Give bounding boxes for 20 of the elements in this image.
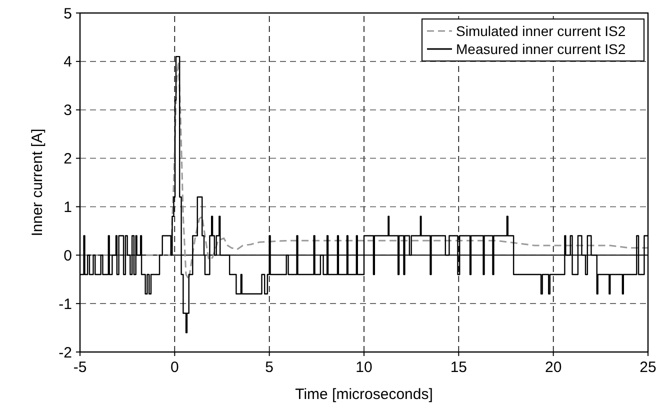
x-axis-title: Time [microseconds] xyxy=(295,386,433,403)
y-tick-label: -1 xyxy=(58,296,72,313)
y-axis-title: Inner current [A] xyxy=(29,128,46,236)
legend-label: Simulated inner current IS2 xyxy=(456,22,626,39)
x-tick-label: 0 xyxy=(170,359,179,376)
x-tick-label: 25 xyxy=(640,359,656,376)
y-tick-label: 1 xyxy=(64,198,72,216)
x-tick-label: 15 xyxy=(450,359,468,376)
x-tick-label: 10 xyxy=(356,359,372,376)
y-tick-label: 2 xyxy=(64,150,72,168)
line-series xyxy=(79,60,649,280)
x-tick-label: -5 xyxy=(73,359,87,376)
y-tick-label: 3 xyxy=(64,102,72,120)
y-tick-label: 4 xyxy=(64,54,72,71)
x-tick-label: 20 xyxy=(544,359,562,376)
legend-label: Measured inner current IS2 xyxy=(456,40,626,57)
x-tick-label: 5 xyxy=(265,359,274,376)
y-tick-label: 0 xyxy=(64,247,72,264)
y-tick-label: 5 xyxy=(64,5,72,22)
y-tick-label: -2 xyxy=(58,344,72,362)
